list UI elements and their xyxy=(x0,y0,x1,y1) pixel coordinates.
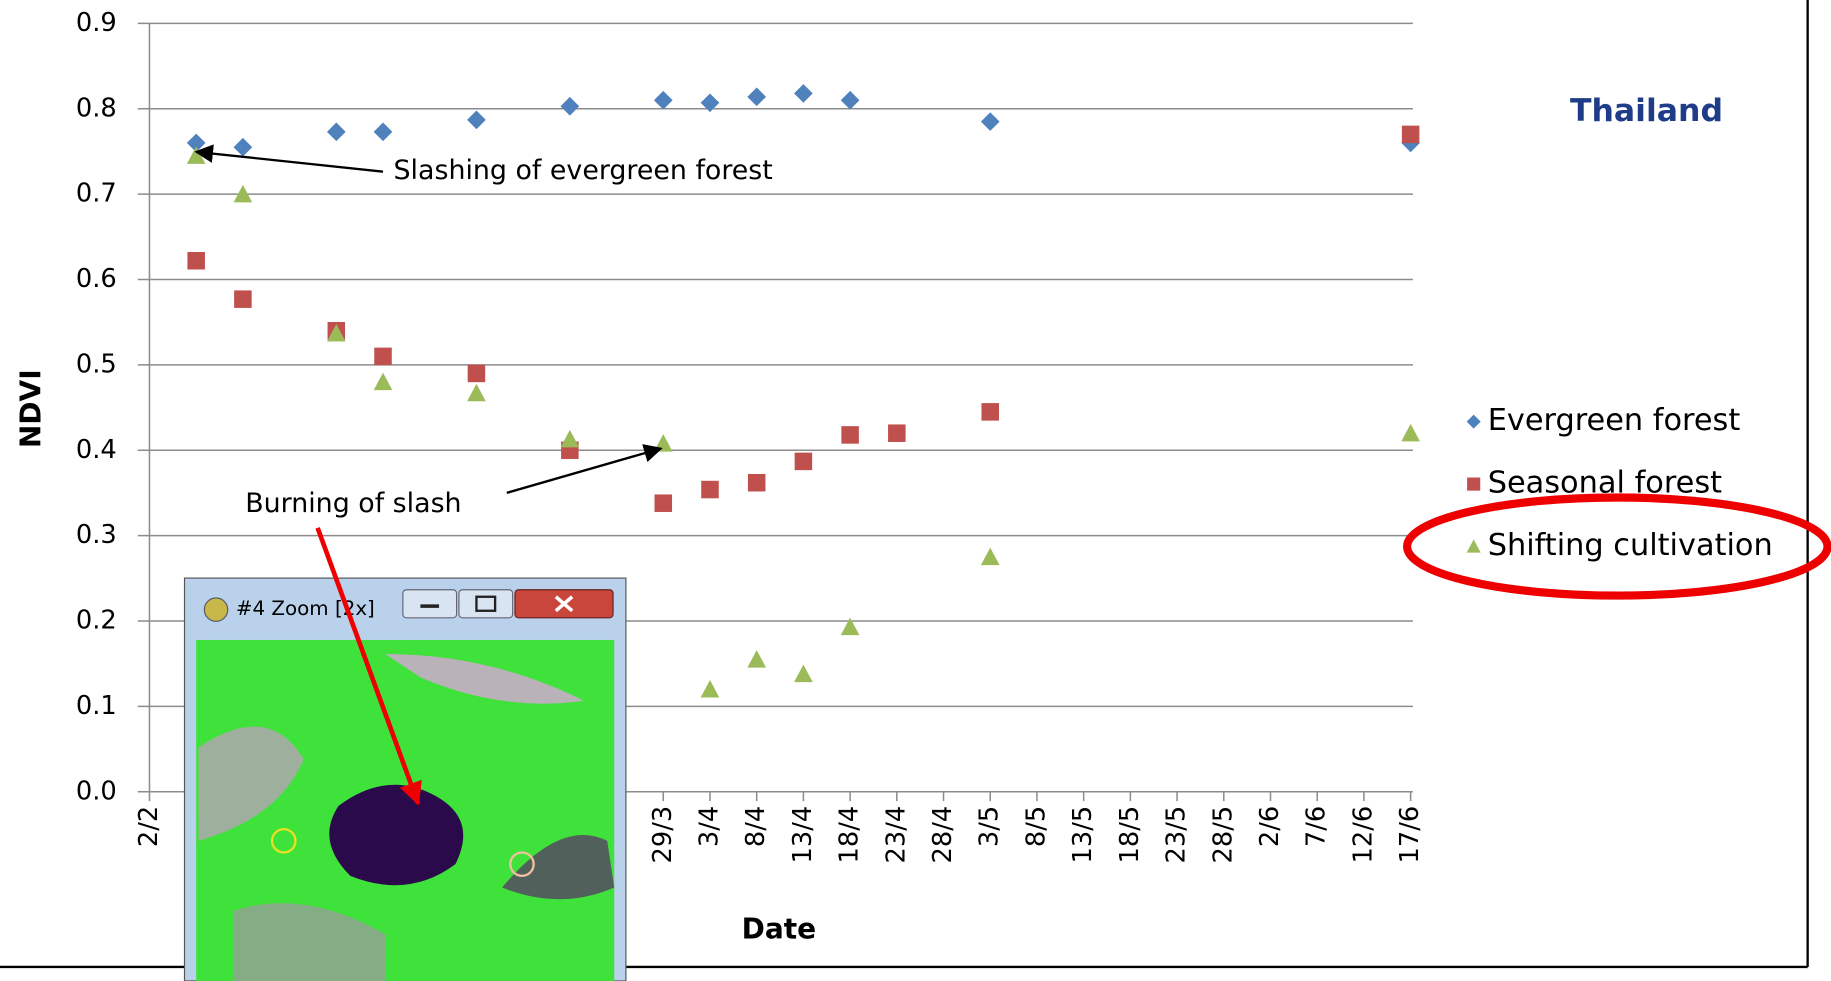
x-tick-label: 28/5 xyxy=(1208,806,1238,864)
point xyxy=(468,365,486,383)
x-tick-label: 28/4 xyxy=(928,806,958,864)
y-tick-label: 0.2 xyxy=(76,606,117,636)
x-tick-label: 23/5 xyxy=(1162,806,1192,864)
y-tick-label: 0.1 xyxy=(76,691,117,721)
zoom-window: #4 Zoom [2x] xyxy=(185,578,626,981)
legend-marker xyxy=(1467,415,1481,429)
point xyxy=(841,91,860,110)
point xyxy=(748,474,766,492)
point xyxy=(1401,424,1420,442)
point xyxy=(234,138,253,157)
legend-marker xyxy=(1467,478,1480,491)
x-tick-label: 23/4 xyxy=(881,806,911,864)
x-tick-label: 18/4 xyxy=(835,806,865,864)
window-title: #4 Zoom [2x] xyxy=(236,597,375,620)
x-tick-label: 29/3 xyxy=(648,806,678,864)
point xyxy=(374,348,392,366)
x-tick-label: 17/6 xyxy=(1395,806,1425,864)
x-tick-label: 7/6 xyxy=(1302,806,1332,847)
y-tick-label: 0.4 xyxy=(76,435,117,465)
point xyxy=(981,403,999,421)
x-tick-label: 8/4 xyxy=(741,806,771,847)
point xyxy=(981,548,1000,566)
annotation: Burning of slash xyxy=(245,488,461,519)
point xyxy=(794,84,813,103)
legend-marker xyxy=(1467,540,1481,553)
x-tick-label: 3/5 xyxy=(975,806,1005,847)
annotation-arrow xyxy=(196,152,383,172)
point xyxy=(327,122,346,141)
x-axis-title: Date xyxy=(742,913,817,946)
point xyxy=(795,453,813,471)
x-tick-label: 12/6 xyxy=(1348,806,1378,864)
annotation: Slashing of evergreen forest xyxy=(394,155,773,186)
x-tick-label: 13/4 xyxy=(788,806,818,864)
point xyxy=(467,384,486,402)
point xyxy=(841,426,859,444)
point xyxy=(747,650,766,668)
point xyxy=(187,252,205,270)
legend-label: Shifting cultivation xyxy=(1488,528,1773,563)
point xyxy=(561,430,580,448)
x-tick-label: 8/5 xyxy=(1021,806,1051,847)
y-tick-label: 0.9 xyxy=(76,8,117,38)
point xyxy=(794,665,813,683)
legend-label: Evergreen forest xyxy=(1488,403,1741,438)
point xyxy=(234,290,252,308)
x-tick-label: 3/4 xyxy=(694,806,724,847)
y-tick-label: 0.8 xyxy=(76,93,117,123)
x-tick-label: 18/5 xyxy=(1115,806,1145,864)
minimize-button[interactable] xyxy=(403,590,457,618)
y-tick-label: 0.7 xyxy=(76,179,117,209)
point xyxy=(1402,126,1420,144)
x-tick-label: 13/5 xyxy=(1068,806,1098,864)
x-tick-label: 2/6 xyxy=(1255,806,1285,847)
point xyxy=(467,111,486,130)
y-tick-label: 0.6 xyxy=(76,264,117,294)
window-icon xyxy=(204,598,227,621)
point xyxy=(561,97,580,116)
region-label: Thailand xyxy=(1570,93,1723,129)
maximize-button[interactable] xyxy=(459,590,513,618)
point xyxy=(888,424,906,442)
point xyxy=(981,112,1000,131)
annotation-arrow xyxy=(507,448,661,492)
x-tick-label: 2/2 xyxy=(134,806,164,847)
legend-label: Seasonal forest xyxy=(1488,466,1722,501)
point xyxy=(701,481,719,499)
point xyxy=(747,87,766,106)
screenshot: 0.0 0.1 0.2 0.3 0.4 0.5 0.6 0.7 0.8 0.9 2/2 29/3 3/4… xyxy=(0,0,1831,981)
point xyxy=(654,91,673,110)
y-axis-title: NDVI xyxy=(15,369,48,448)
y-tick-label: 0.5 xyxy=(76,349,117,379)
point xyxy=(655,494,673,512)
point xyxy=(701,680,720,698)
point xyxy=(374,373,393,391)
y-tick-label: 0.0 xyxy=(76,776,117,806)
point xyxy=(187,146,206,164)
y-tick-label: 0.3 xyxy=(76,520,117,550)
point xyxy=(374,122,393,141)
